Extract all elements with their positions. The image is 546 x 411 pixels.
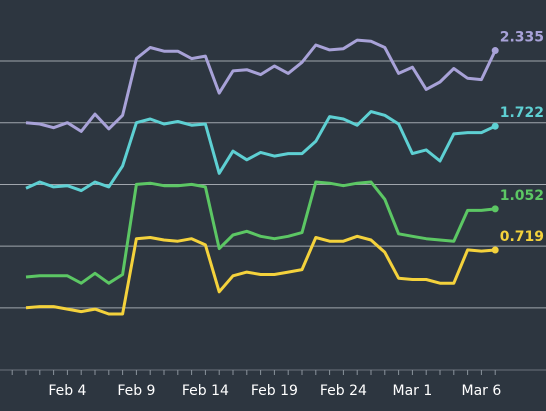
series-line-2 bbox=[25, 180, 496, 285]
x-tick-label: Feb 4 bbox=[48, 383, 86, 399]
series-group bbox=[25, 38, 499, 316]
series-line-0 bbox=[25, 38, 497, 133]
x-tick-label: Feb 9 bbox=[117, 383, 155, 399]
x-tick-label: Feb 24 bbox=[320, 383, 367, 399]
series-end-label-1: 1.722 bbox=[500, 105, 544, 121]
x-tick-label: Feb 19 bbox=[251, 383, 298, 399]
series-end-label-3: 0.719 bbox=[500, 229, 544, 245]
series-end-point-3 bbox=[491, 246, 499, 254]
series-end-point-1 bbox=[491, 122, 499, 130]
series-end-point-0 bbox=[491, 47, 499, 55]
series-end-label-0: 2.335 bbox=[500, 30, 544, 46]
series-end-point-2 bbox=[491, 205, 499, 213]
x-tick-label: Feb 14 bbox=[182, 383, 229, 399]
series-line-3 bbox=[25, 234, 496, 316]
x-tick-label: Mar 6 bbox=[462, 383, 502, 399]
x-tick-label: Mar 1 bbox=[393, 383, 433, 399]
series-line-1 bbox=[25, 110, 496, 193]
series-end-label-2: 1.052 bbox=[500, 188, 544, 204]
x-axis: Feb 4 Feb 9 Feb 14 Feb 19 Feb 24 Mar 1 Mar 6 bbox=[0, 369, 546, 399]
end-labels: 2.335 1.722 1.052 0.719 bbox=[500, 30, 544, 245]
